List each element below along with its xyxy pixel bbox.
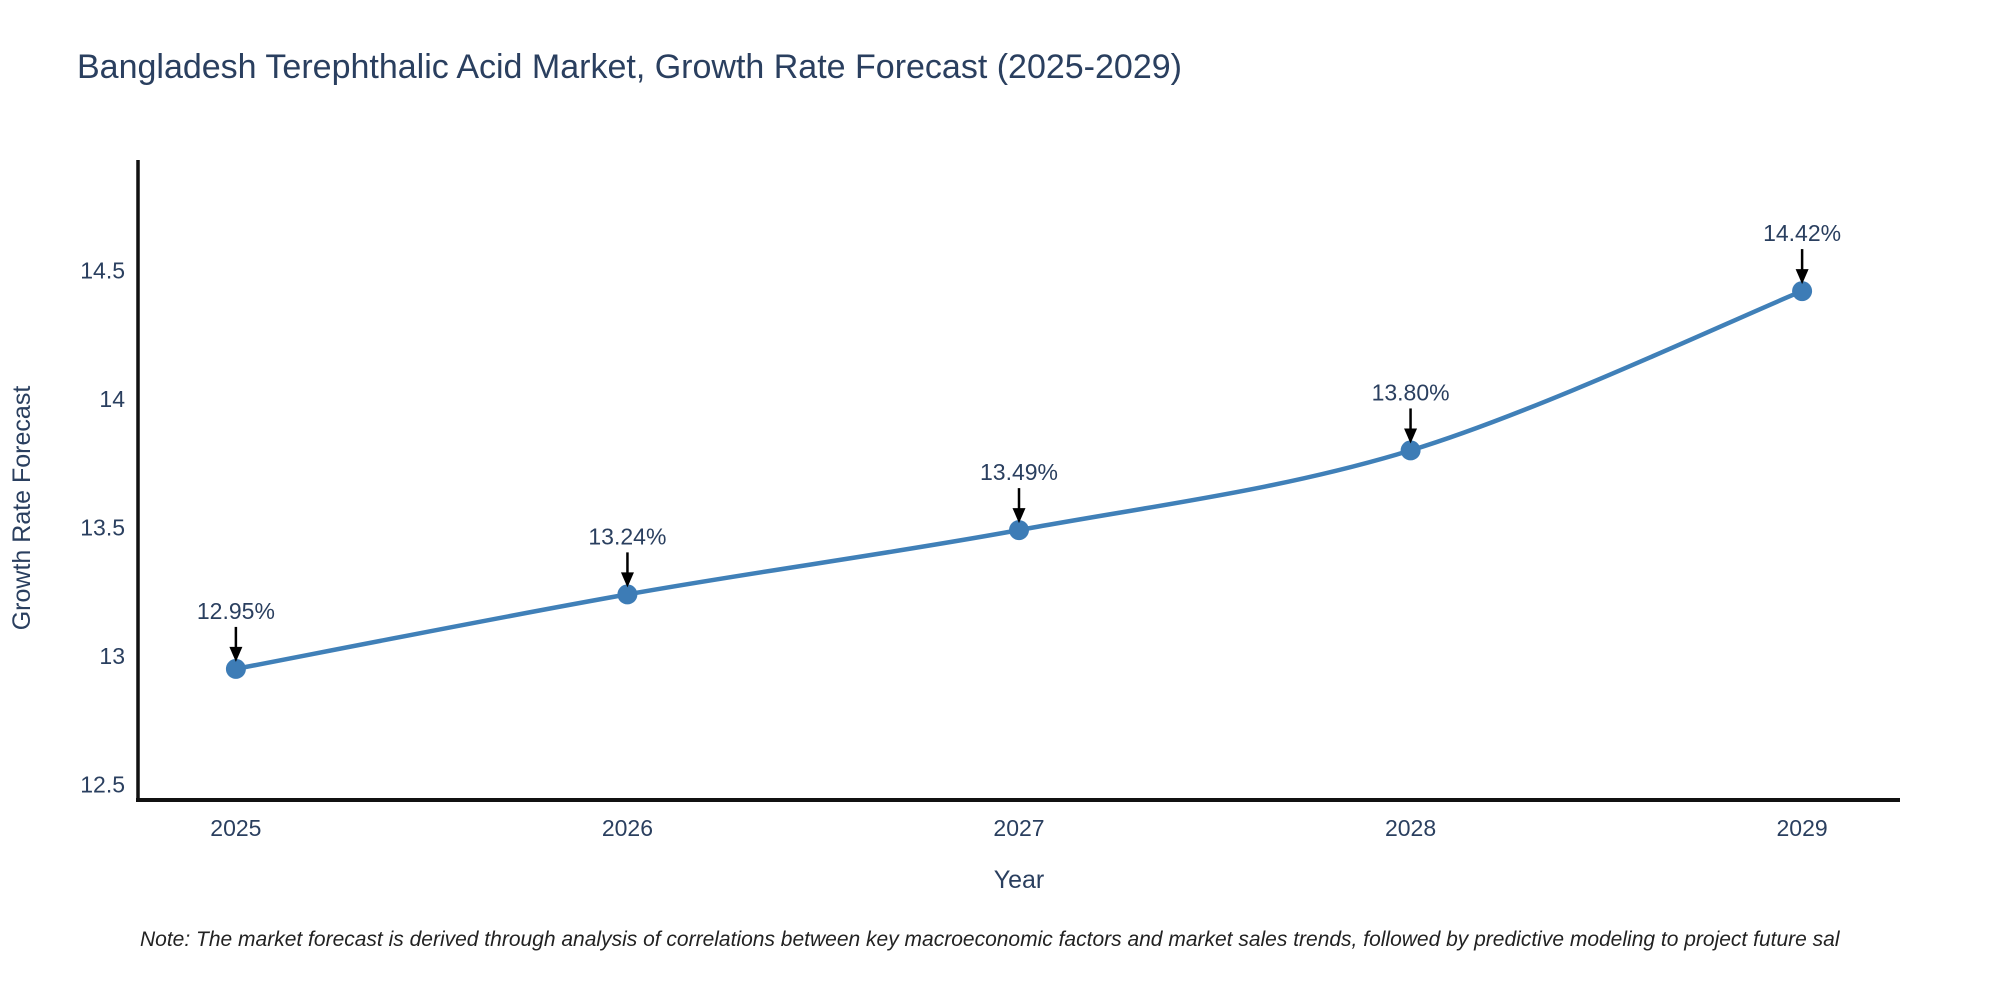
annotation-arrowhead [1795,269,1809,285]
axes-layer [136,160,1900,802]
annotation-arrowhead [1012,508,1026,524]
data-point-marker [1009,520,1029,541]
ticks-layer: 12.5 13 13.5 14 14.5 2025 2026 2027 2028 2029 [80,258,1827,841]
data-point-marker [225,658,246,679]
chart-title: Bangladesh Terephthalic Acid Market, Gro… [77,48,1182,86]
annotation-label: 13.49% [980,459,1058,485]
annotation-label: 13.80% [1372,379,1450,405]
annotation-arrowhead [620,572,634,588]
data-point-marker [617,584,638,605]
annotation-label: 14.42% [1763,220,1841,246]
y-tick-label: 13.5 [80,515,125,541]
annotation-label: 13.24% [588,523,666,549]
data-point-marker [1400,440,1421,461]
x-tick-label: 2028 [1385,815,1436,841]
x-tick-label: 2025 [210,815,261,841]
x-tick-label: 2026 [602,815,653,841]
series-layer [225,281,1813,679]
annotations-layer: 12.95% 13.24% 13.49% 13.80% 14.42% [197,220,1841,662]
y-tick-label: 13 [99,643,125,669]
x-tick-label: 2027 [993,815,1044,841]
annotation-arrowhead [1404,428,1418,444]
y-tick-label: 12.5 [80,772,125,798]
x-tick-label: 2029 [1777,815,1828,841]
annotation-label: 12.95% [197,598,275,624]
annotation-arrowhead [229,646,243,662]
x-axis-title: Year [994,866,1045,894]
chart-footnote: Note: The market forecast is derived thr… [140,928,1840,951]
y-tick-label: 14 [99,386,125,412]
y-tick-label: 14.5 [80,258,125,284]
data-point-marker [1792,281,1813,302]
y-axis-title: Growth Rate Forecast [8,386,36,631]
